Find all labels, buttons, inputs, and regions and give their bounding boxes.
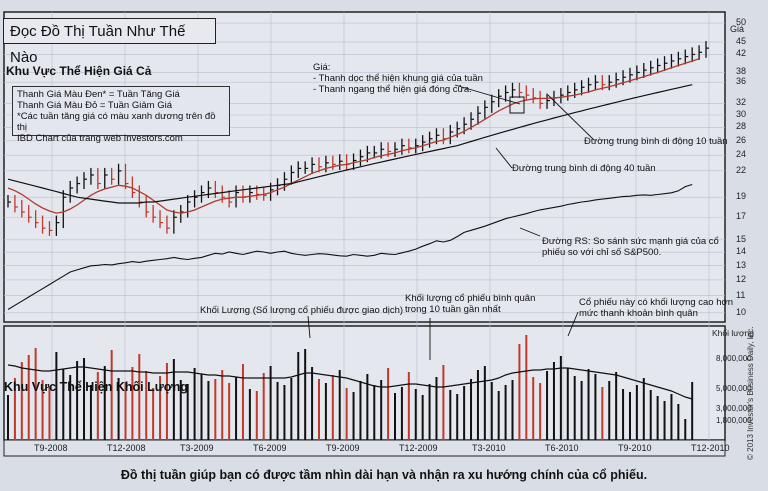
price-tick-label: 24 — [736, 149, 747, 160]
price-tick-label: 17 — [736, 211, 747, 222]
date-tick-label: T9-2008 — [34, 443, 68, 453]
avg-volume-line — [7, 364, 693, 400]
legend-down-bar: Thanh Giá Màu Đỏ = Tuần Giảm Giá — [17, 100, 172, 111]
date-tick-label: T12-2009 — [399, 443, 438, 453]
price-tick-label: 10 — [736, 306, 747, 317]
avg-volume-line1: Khối lượng cổ phiếu bình quân — [405, 293, 536, 304]
date-tick-label: T3-2009 — [180, 443, 214, 453]
ma40-label: Đường trung bình di động 40 tuần — [512, 163, 656, 174]
rs-label-line2: phiếu so với chỉ số S&P500. — [542, 247, 662, 258]
price-tick-label: 26 — [736, 134, 747, 145]
annotation-leader — [454, 84, 521, 105]
annotation-leader — [519, 227, 541, 237]
annotation-leader — [567, 311, 579, 337]
price-tick-label: 38 — [736, 66, 747, 77]
high-volume-note: Cổ phiếu này có khối lượng cao hơn mức t… — [579, 297, 733, 319]
volume-area-label: Khu Vực Thể Hiện Khối Lượng — [4, 380, 188, 394]
caption: Đồ thị tuần giúp bạn có được tầm nhìn dà… — [120, 468, 648, 482]
ma10-line — [7, 58, 700, 214]
price-note: Giá: - Thanh dọc thể hiện khung giá của … — [313, 62, 483, 95]
price-note-line1: - Thanh dọc thể hiện khung giá của tuần — [313, 73, 483, 84]
price-tick-label: 13 — [736, 259, 747, 270]
price-tick-label: 11 — [736, 289, 746, 300]
legend-source: IBD Chart của trang web Investors.com — [17, 133, 183, 144]
date-tick-label: T6-2009 — [253, 443, 287, 453]
price-tick-label: 15 — [736, 233, 747, 244]
highlight-box — [509, 96, 525, 114]
price-tick-label: 14 — [736, 246, 747, 257]
price-tick-label: 28 — [736, 121, 747, 132]
price-note-line2: - Thanh ngang thể hiện giá đóng cửa. — [313, 84, 472, 95]
date-tick-label: T9-2009 — [326, 443, 360, 453]
rs-line — [7, 183, 693, 310]
high-volume-line2: mức thanh khoản bình quân — [579, 308, 698, 319]
volume-tick-label: 8,000,000 — [716, 354, 752, 363]
annotation-leader — [307, 315, 311, 339]
price-tick-label: 22 — [736, 164, 747, 175]
legend-note: *Các tuần tăng giá có màu xanh dương trê… — [17, 111, 216, 133]
price-tick-label: 42 — [736, 48, 747, 59]
price-tick-label: 30 — [736, 109, 747, 119]
legend-up-bar: Thanh Giá Màu Đen* = Tuần Tăng Giá — [17, 89, 180, 100]
price-tick-label: 45 — [736, 36, 747, 47]
price-tick-label: 50 — [736, 17, 747, 28]
date-tick-label: T9-2010 — [618, 443, 652, 453]
price-tick-label: 32 — [736, 97, 747, 108]
price-panel — [3, 11, 726, 323]
avg-volume-note: Khối lượng cổ phiếu bình quân trong 10 t… — [405, 293, 535, 315]
volume-tick-label: 3,000,000 — [716, 404, 752, 413]
volume-axis-label: Khối lượng — [712, 328, 754, 338]
price-tick-label: 19 — [736, 191, 747, 202]
date-tick-label: T6-2010 — [545, 443, 579, 453]
volume-tick-label: 1,800,000 — [716, 416, 752, 425]
price-axis-label: Giá — [730, 24, 745, 34]
annotation-leader — [547, 94, 595, 141]
ma10-label: Đường trung bình di động 10 tuần — [584, 136, 728, 147]
avg-volume-line2: trong 10 tuần gần nhất — [405, 304, 501, 315]
volume-note: Khối Lượng (Số lượng cổ phiếu được giao … — [200, 305, 404, 316]
price-tick-label: 36 — [736, 76, 747, 87]
price-area-label: Khu Vực Thể Hiện Giá Cả — [6, 64, 152, 78]
price-note-title: Giá: — [313, 62, 331, 73]
date-tick-label: T12-2008 — [107, 443, 146, 453]
high-volume-line1: Cổ phiếu này có khối lượng cao hơn — [579, 297, 734, 308]
date-tick-label: T3-2010 — [472, 443, 506, 453]
rs-label: Đường RS: So sánh sức mạnh giá của cổ ph… — [542, 236, 719, 258]
date-strip — [3, 439, 726, 457]
volume-tick-label: 5,000,000 — [716, 384, 752, 393]
date-tick-label: T12-2010 — [691, 443, 730, 453]
ma40-line — [7, 84, 693, 204]
rs-label-line1: Đường RS: So sánh sức mạnh giá của cổ — [542, 236, 719, 247]
legend-box: Thanh Giá Màu Đen* = Tuần Tăng Giá Thanh… — [12, 86, 230, 144]
price-tick-label: 12 — [736, 273, 747, 284]
chart-title: Đọc Đồ Thị Tuần Như Thế Nào — [3, 18, 216, 66]
annotation-leader — [495, 147, 513, 169]
copyright: © 2013 Investor's Business Daily, Inc. — [746, 326, 755, 460]
